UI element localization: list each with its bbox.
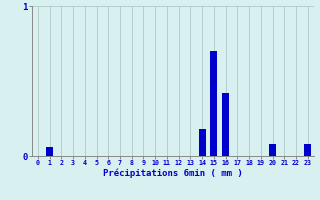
Bar [46, 147, 53, 156]
Bar [304, 144, 311, 156]
Bar [199, 129, 206, 156]
X-axis label: Précipitations 6min ( mm ): Précipitations 6min ( mm ) [103, 169, 243, 178]
Bar [210, 51, 217, 156]
Bar [269, 144, 276, 156]
Bar [222, 93, 229, 156]
